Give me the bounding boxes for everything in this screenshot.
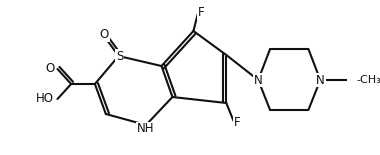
- Text: HO: HO: [36, 93, 54, 106]
- Text: -CH₃: -CH₃: [357, 75, 380, 85]
- Text: O: O: [100, 29, 109, 42]
- Text: N: N: [316, 73, 325, 86]
- Text: NH: NH: [137, 122, 155, 135]
- Text: O: O: [46, 62, 55, 75]
- Text: N: N: [254, 73, 263, 86]
- Text: F: F: [198, 7, 205, 20]
- Text: F: F: [234, 117, 241, 129]
- Text: S: S: [116, 49, 123, 62]
